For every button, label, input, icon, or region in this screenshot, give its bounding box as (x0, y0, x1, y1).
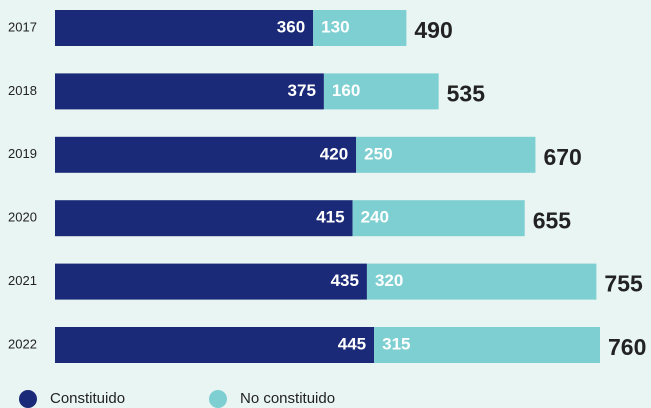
bar-segment (313, 10, 407, 46)
value-label: 435 (331, 271, 359, 290)
category-label: 2018 (8, 83, 37, 98)
legend-swatch (209, 390, 227, 408)
bar-segment (366, 263, 597, 300)
bar-segment (55, 10, 314, 46)
legend-label: Constituido (50, 390, 125, 407)
value-label: 130 (321, 17, 349, 36)
total-label: 655 (533, 207, 572, 233)
category-label: 2017 (8, 19, 37, 34)
bar-segment (356, 136, 536, 173)
total-label: 670 (543, 144, 581, 170)
category-label: 2021 (8, 273, 37, 288)
bar-segment (55, 136, 357, 173)
value-label: 320 (375, 271, 403, 290)
value-label: 420 (320, 144, 348, 163)
legend-label: No constituido (240, 390, 335, 407)
value-label: 375 (288, 81, 316, 100)
total-label: 535 (447, 80, 486, 106)
total-label: 755 (604, 271, 643, 297)
value-label: 160 (332, 81, 360, 100)
value-label: 445 (338, 334, 366, 353)
bar-segment (55, 327, 375, 363)
value-label: 315 (382, 334, 410, 353)
category-label: 2019 (8, 146, 37, 161)
bar-segment (352, 200, 525, 237)
total-label: 490 (414, 17, 452, 43)
category-label: 2022 (8, 336, 37, 351)
value-label: 250 (364, 144, 392, 163)
bar-segment (55, 73, 324, 110)
total-label: 760 (608, 334, 646, 360)
value-label: 360 (277, 17, 305, 36)
value-label: 415 (316, 208, 344, 227)
bar-segment (323, 73, 439, 110)
legend-swatch (19, 390, 37, 408)
category-label: 2020 (8, 210, 37, 225)
bar-segment (55, 263, 367, 300)
value-label: 240 (361, 208, 389, 227)
bar-segment (55, 200, 353, 237)
bar-segment (374, 327, 600, 363)
